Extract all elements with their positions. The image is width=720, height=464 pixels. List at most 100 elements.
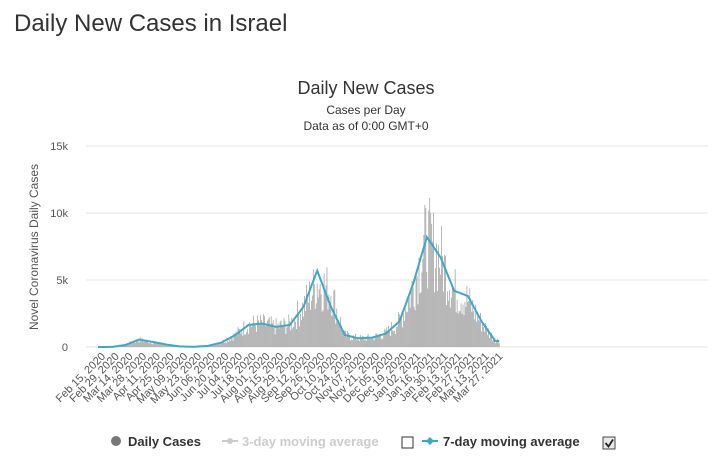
bar[interactable] xyxy=(349,336,350,347)
bar[interactable] xyxy=(219,343,221,347)
bar[interactable] xyxy=(260,315,261,347)
bar[interactable] xyxy=(135,339,137,347)
bar[interactable] xyxy=(442,255,443,347)
bar[interactable] xyxy=(330,296,332,347)
series-line-7-day-ma[interactable] xyxy=(98,234,500,348)
bar[interactable] xyxy=(400,316,401,347)
bar[interactable] xyxy=(324,289,326,347)
bar[interactable] xyxy=(420,292,422,347)
bar[interactable] xyxy=(481,331,482,347)
bar[interactable] xyxy=(348,332,349,347)
bar[interactable] xyxy=(261,319,262,347)
bar[interactable] xyxy=(265,324,267,347)
bar[interactable] xyxy=(228,338,230,347)
bar[interactable] xyxy=(271,323,273,347)
bar[interactable] xyxy=(325,285,327,347)
bar[interactable] xyxy=(379,334,381,347)
bar[interactable] xyxy=(290,330,292,347)
bar[interactable] xyxy=(225,342,227,347)
bar[interactable] xyxy=(405,311,407,347)
bar[interactable] xyxy=(209,346,210,347)
bar[interactable] xyxy=(132,341,134,347)
bar[interactable] xyxy=(347,331,348,347)
bar[interactable] xyxy=(326,267,328,347)
bar[interactable] xyxy=(301,320,302,347)
bar[interactable] xyxy=(384,328,386,347)
bar[interactable] xyxy=(462,304,464,347)
bar[interactable] xyxy=(416,276,418,347)
bar[interactable] xyxy=(394,330,395,347)
bar[interactable] xyxy=(386,327,388,347)
bar[interactable] xyxy=(331,316,333,347)
bar[interactable] xyxy=(484,331,485,347)
bar[interactable] xyxy=(310,300,312,347)
bar[interactable] xyxy=(238,328,240,347)
bar[interactable] xyxy=(476,321,478,347)
bar[interactable] xyxy=(210,345,211,347)
bar[interactable] xyxy=(279,321,281,347)
bar[interactable] xyxy=(146,339,148,347)
bar[interactable] xyxy=(154,341,156,347)
bar[interactable] xyxy=(314,308,316,347)
bar[interactable] xyxy=(249,322,251,347)
bar[interactable] xyxy=(392,330,393,347)
bar[interactable] xyxy=(473,311,475,347)
bar[interactable] xyxy=(302,302,303,347)
bar[interactable] xyxy=(152,344,154,347)
bar[interactable] xyxy=(299,326,300,347)
legend-item-7-day-ma[interactable]: 7-day moving average xyxy=(422,434,580,449)
bar[interactable] xyxy=(162,344,163,347)
bar[interactable] xyxy=(316,283,318,347)
bar[interactable] xyxy=(378,335,380,347)
bar[interactable] xyxy=(218,343,219,347)
bar[interactable] xyxy=(403,320,405,347)
bar[interactable] xyxy=(360,337,362,347)
bar[interactable] xyxy=(338,320,340,347)
bar[interactable] xyxy=(282,326,284,347)
bar[interactable] xyxy=(336,308,338,347)
bar[interactable] xyxy=(362,336,364,347)
bar[interactable] xyxy=(335,323,337,347)
bar[interactable] xyxy=(356,339,358,347)
bar[interactable] xyxy=(409,307,411,347)
bar[interactable] xyxy=(166,344,167,347)
bar[interactable] xyxy=(315,303,317,347)
bar[interactable] xyxy=(369,339,371,347)
bar[interactable] xyxy=(485,323,486,347)
bar[interactable] xyxy=(230,337,232,347)
checkbox-7-day-ma[interactable] xyxy=(602,436,616,450)
bar[interactable] xyxy=(313,284,315,347)
bar[interactable] xyxy=(150,342,152,347)
bar[interactable] xyxy=(233,332,235,347)
bar[interactable] xyxy=(251,326,252,347)
bar[interactable] xyxy=(342,333,343,347)
bar[interactable] xyxy=(387,332,389,347)
bar[interactable] xyxy=(451,286,453,347)
bar[interactable] xyxy=(234,335,236,347)
bar[interactable] xyxy=(327,309,329,347)
bar[interactable] xyxy=(133,342,135,347)
bar[interactable] xyxy=(429,197,431,347)
bar[interactable] xyxy=(308,302,309,347)
bar[interactable] xyxy=(370,339,372,347)
legend-item-3-day-ma[interactable]: 3-day moving average xyxy=(222,434,379,449)
bar[interactable] xyxy=(161,343,162,347)
bar[interactable] xyxy=(393,331,394,347)
bar[interactable] xyxy=(147,340,149,347)
bar[interactable] xyxy=(435,268,436,347)
bar[interactable] xyxy=(459,311,461,347)
bar[interactable] xyxy=(358,340,360,347)
bar[interactable] xyxy=(465,306,467,347)
bar[interactable] xyxy=(293,326,295,347)
bar[interactable] xyxy=(258,320,259,347)
bar[interactable] xyxy=(452,286,454,347)
bar[interactable] xyxy=(419,293,421,347)
bar[interactable] xyxy=(414,310,416,347)
bar[interactable] xyxy=(245,334,247,347)
bar[interactable] xyxy=(478,319,480,347)
bar[interactable] xyxy=(291,317,293,347)
bar[interactable] xyxy=(256,331,257,347)
bar[interactable] xyxy=(395,333,396,347)
bar[interactable] xyxy=(227,341,229,347)
bar[interactable] xyxy=(264,316,265,347)
